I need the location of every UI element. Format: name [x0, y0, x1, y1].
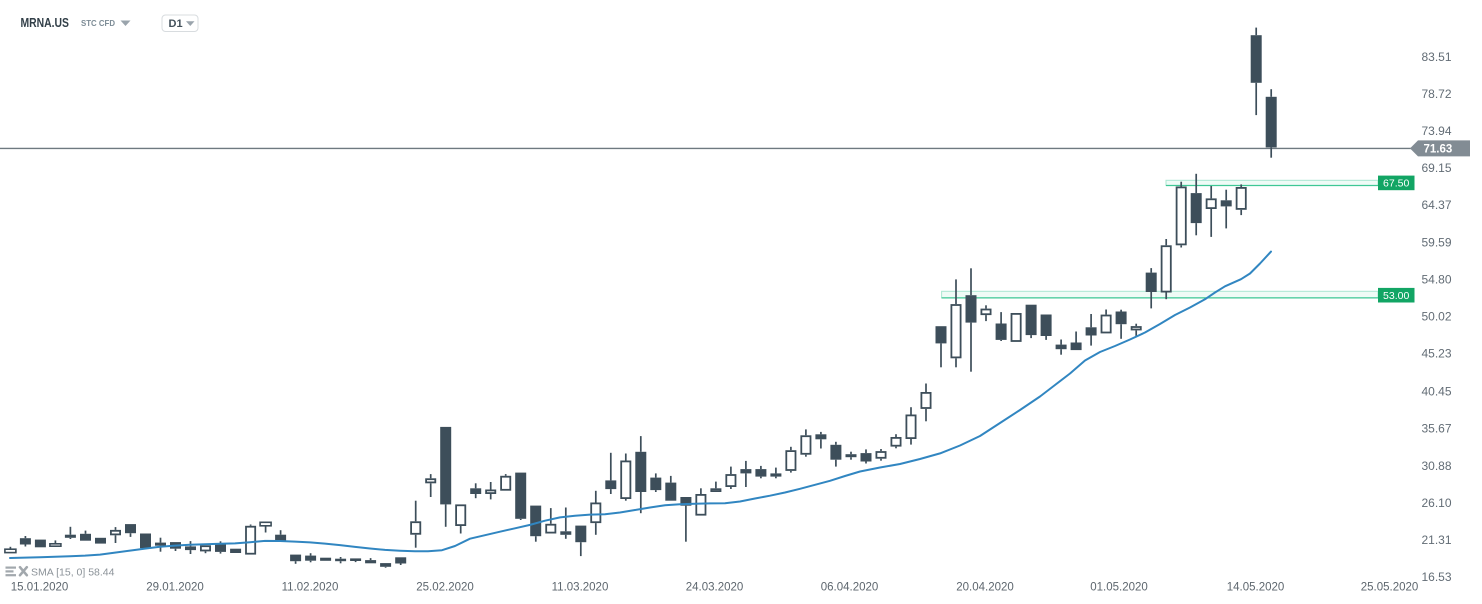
svg-text:MRNA.US: MRNA.US — [21, 16, 70, 30]
svg-text:11.02.2020: 11.02.2020 — [282, 581, 339, 593]
svg-text:64.37: 64.37 — [1422, 198, 1452, 212]
svg-text:35.67: 35.67 — [1422, 422, 1452, 436]
svg-text:SMA [15, 0] 58.44: SMA [15, 0] 58.44 — [31, 566, 115, 578]
svg-text:71.63: 71.63 — [1424, 144, 1453, 156]
svg-text:01.05.2020: 01.05.2020 — [1090, 581, 1148, 593]
svg-text:59.59: 59.59 — [1422, 235, 1452, 249]
svg-text:45.23: 45.23 — [1422, 347, 1452, 361]
svg-text:54.80: 54.80 — [1422, 272, 1452, 286]
svg-text:53.00: 53.00 — [1383, 290, 1409, 302]
svg-text:20.04.2020: 20.04.2020 — [956, 581, 1014, 593]
svg-text:25.02.2020: 25.02.2020 — [416, 581, 474, 593]
svg-text:30.88: 30.88 — [1422, 459, 1452, 473]
svg-text:78.72: 78.72 — [1422, 87, 1452, 101]
svg-text:25.05.2020: 25.05.2020 — [1361, 581, 1419, 593]
svg-text:40.45: 40.45 — [1422, 385, 1452, 399]
svg-text:73.94: 73.94 — [1422, 124, 1452, 138]
svg-text:D1: D1 — [169, 18, 183, 30]
svg-text:29.01.2020: 29.01.2020 — [146, 581, 204, 593]
svg-text:11.03.2020: 11.03.2020 — [552, 581, 609, 593]
svg-text:26.10: 26.10 — [1422, 496, 1452, 510]
svg-text:15.01.2020: 15.01.2020 — [11, 581, 69, 593]
svg-text:06.04.2020: 06.04.2020 — [821, 581, 879, 593]
svg-text:83.51: 83.51 — [1422, 50, 1452, 64]
svg-text:24.03.2020: 24.03.2020 — [686, 581, 744, 593]
svg-text:67.50: 67.50 — [1383, 178, 1409, 190]
svg-text:STC CFD: STC CFD — [81, 18, 115, 28]
svg-text:14.05.2020: 14.05.2020 — [1227, 581, 1285, 593]
svg-text:50.02: 50.02 — [1422, 310, 1452, 324]
svg-text:69.15: 69.15 — [1422, 161, 1452, 175]
svg-text:16.53: 16.53 — [1422, 570, 1452, 584]
svg-text:21.31: 21.31 — [1422, 533, 1452, 547]
